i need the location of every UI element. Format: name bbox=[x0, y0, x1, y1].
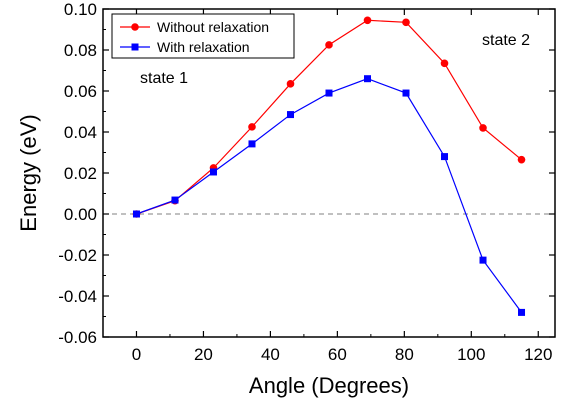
data-point-with-relaxation bbox=[286, 111, 294, 119]
data-point-with-relaxation bbox=[518, 308, 526, 316]
legend-marker-without-relaxation bbox=[131, 23, 139, 31]
y-tick-label: 0.06 bbox=[64, 82, 97, 101]
data-point-with-relaxation bbox=[132, 210, 140, 218]
data-point-with-relaxation bbox=[209, 168, 217, 176]
x-tick-label: 40 bbox=[261, 345, 280, 364]
data-point-without-relaxation bbox=[286, 80, 295, 88]
x-tick-label: 0 bbox=[132, 345, 141, 364]
legend-label-with-relaxation: With relaxation bbox=[157, 39, 250, 55]
annotation-state-2: state 2 bbox=[482, 32, 530, 49]
x-tick-label: 60 bbox=[328, 345, 347, 364]
y-tick-label: 0.02 bbox=[64, 164, 97, 183]
data-point-without-relaxation bbox=[517, 155, 526, 164]
data-point-without-relaxation bbox=[402, 18, 410, 27]
legend-marker-with-relaxation bbox=[131, 43, 139, 51]
y-tick-label: -0.06 bbox=[58, 328, 97, 347]
data-point-without-relaxation bbox=[363, 16, 372, 25]
data-point-without-relaxation bbox=[479, 124, 487, 132]
data-point-with-relaxation bbox=[402, 89, 410, 97]
x-tick-label: 120 bbox=[524, 345, 552, 364]
y-tick-label: -0.02 bbox=[58, 246, 97, 265]
legend-box bbox=[111, 13, 295, 59]
y-tick-label: -0.04 bbox=[58, 287, 97, 306]
x-tick-label: 100 bbox=[457, 345, 485, 364]
legend: Without relaxation With relaxation bbox=[111, 13, 295, 59]
x-axis-title: Angle (Degrees) bbox=[249, 373, 409, 398]
data-point-without-relaxation bbox=[248, 123, 256, 131]
x-tick-label: 20 bbox=[194, 345, 213, 364]
data-point-with-relaxation bbox=[364, 75, 372, 83]
y-tick-label: 0.04 bbox=[64, 123, 97, 142]
data-point-without-relaxation bbox=[440, 59, 449, 68]
annotation-state-1: state 1 bbox=[140, 70, 188, 87]
data-point-with-relaxation bbox=[479, 256, 487, 264]
data-point-with-relaxation bbox=[248, 140, 256, 148]
series-line-with-relaxation bbox=[136, 78, 523, 313]
y-tick-label: 0.08 bbox=[64, 41, 97, 60]
data-point-without-relaxation bbox=[325, 41, 333, 49]
legend-label-without-relaxation: Without relaxation bbox=[157, 19, 269, 35]
x-tick-label: 80 bbox=[395, 345, 414, 364]
data-point-with-relaxation bbox=[171, 196, 179, 204]
data-point-with-relaxation bbox=[441, 153, 449, 161]
y-tick-label: 0.00 bbox=[64, 205, 97, 224]
y-axis-title: Energy (eV) bbox=[16, 114, 41, 231]
data-point-with-relaxation bbox=[325, 89, 333, 97]
y-tick-label: 0.10 bbox=[64, 0, 97, 19]
